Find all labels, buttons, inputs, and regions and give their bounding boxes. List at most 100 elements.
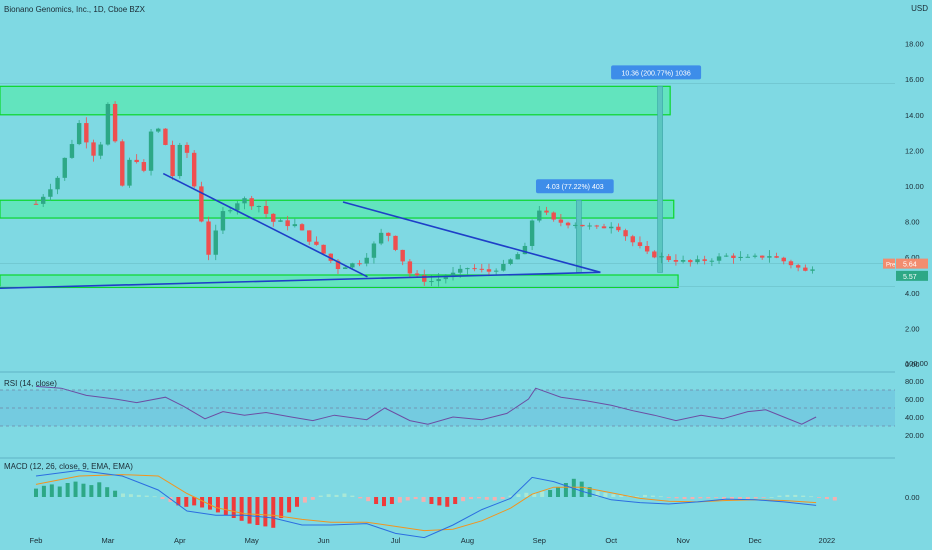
candle (69, 144, 75, 158)
macd-histogram-bar (239, 497, 244, 521)
candle (623, 230, 628, 237)
candle (120, 141, 125, 186)
macd-histogram-bar (41, 485, 46, 497)
price-axis-tick: 6.00 (905, 253, 920, 262)
candle (400, 249, 405, 262)
candle (378, 232, 384, 244)
measure-column (576, 199, 582, 273)
symbol-title: Bionano Genomics, Inc., 1D, Cboe BZX (4, 5, 145, 14)
candle (609, 226, 614, 229)
candle (680, 260, 686, 262)
macd-histogram-bar (445, 497, 450, 507)
candle (724, 255, 729, 257)
time-axis-tick: Oct (605, 536, 618, 545)
candle (357, 263, 362, 265)
macd-histogram-bar (374, 497, 379, 504)
measure-label: 10.36 (200.77%) 1036 (621, 70, 690, 77)
price-tag (896, 270, 928, 281)
candle (299, 224, 305, 231)
candle (321, 244, 326, 254)
candle (307, 230, 312, 242)
candle (745, 256, 751, 258)
macd-histogram-bar (579, 481, 584, 497)
candle (364, 257, 369, 264)
macd-histogram-bar (809, 496, 814, 498)
candle (458, 268, 463, 273)
candle (62, 157, 67, 178)
candle (673, 260, 679, 262)
macd-histogram-bar (160, 497, 165, 500)
macd-histogram-bar (310, 497, 315, 500)
candle (659, 256, 664, 258)
candle (422, 275, 427, 282)
candle (170, 144, 175, 177)
candle (472, 268, 477, 270)
macd-histogram-bar (753, 497, 758, 499)
candle (580, 224, 585, 227)
macd-histogram-bar (207, 497, 212, 510)
candle (501, 263, 506, 271)
trendline (162, 172, 368, 278)
candle (414, 273, 420, 276)
macd-histogram-bar (397, 497, 402, 503)
candle (788, 261, 794, 266)
macd-histogram-bar (682, 497, 687, 500)
price-tag-value: 5.64 (903, 262, 917, 269)
time-axis-tick: Mar (101, 536, 114, 545)
candle (544, 210, 549, 213)
trendline (0, 271, 601, 290)
candle (716, 256, 722, 261)
macd-histogram-bar (89, 485, 94, 497)
macd-histogram-bar (532, 493, 537, 497)
currency-label: USD (911, 4, 928, 13)
candle (479, 268, 484, 270)
macd-histogram-bar (729, 497, 734, 500)
macd-histogram-bar (350, 495, 355, 497)
time-axis-tick: Dec (748, 536, 762, 545)
candle (235, 203, 240, 211)
macd-histogram-bar (81, 483, 86, 497)
time-axis-tick: Jul (391, 536, 401, 545)
macd-histogram-bar (128, 494, 133, 497)
candle (256, 205, 262, 207)
candle (156, 128, 161, 132)
candle (731, 255, 736, 258)
candle (752, 255, 758, 257)
macd-histogram-bar (690, 497, 695, 500)
macd-histogram-bar (49, 484, 54, 497)
candle (127, 159, 132, 186)
candle (278, 220, 283, 222)
macd-histogram-bar (389, 497, 394, 504)
macd-histogram-bar (223, 497, 228, 516)
candle (630, 236, 635, 243)
time-axis-tick: May (245, 536, 259, 545)
candle (508, 259, 513, 264)
candle (314, 241, 319, 245)
rsi-axis-tick: 40.00 (905, 413, 924, 422)
macd-histogram-bar (674, 497, 679, 499)
macd-histogram-bar (302, 497, 307, 503)
candle (112, 103, 118, 142)
macd-histogram-bar (816, 497, 821, 498)
macd-histogram-bar (413, 497, 418, 500)
macd-histogram-bar (105, 487, 110, 497)
macd-histogram-bar (769, 497, 774, 498)
macd-histogram-bar (737, 497, 742, 500)
candle (522, 245, 528, 255)
candle (163, 128, 168, 145)
candle (55, 177, 60, 190)
macd-histogram-bar (184, 497, 189, 507)
price-axis-tick: 10.00 (905, 182, 924, 191)
macd-axis-tick: 0.00 (905, 493, 920, 502)
macd-histogram-bar (524, 492, 529, 497)
macd-histogram-bar (57, 486, 62, 497)
macd-histogram-bar (231, 497, 236, 518)
trendline (342, 201, 601, 274)
price-axis-tick: 0.00 (905, 360, 920, 369)
candle (76, 123, 82, 145)
macd-histogram-bar (97, 482, 102, 497)
macd-histogram-bar (785, 494, 790, 497)
price-tag-value: 5.57 (903, 274, 917, 281)
macd-histogram-bar (761, 497, 766, 498)
